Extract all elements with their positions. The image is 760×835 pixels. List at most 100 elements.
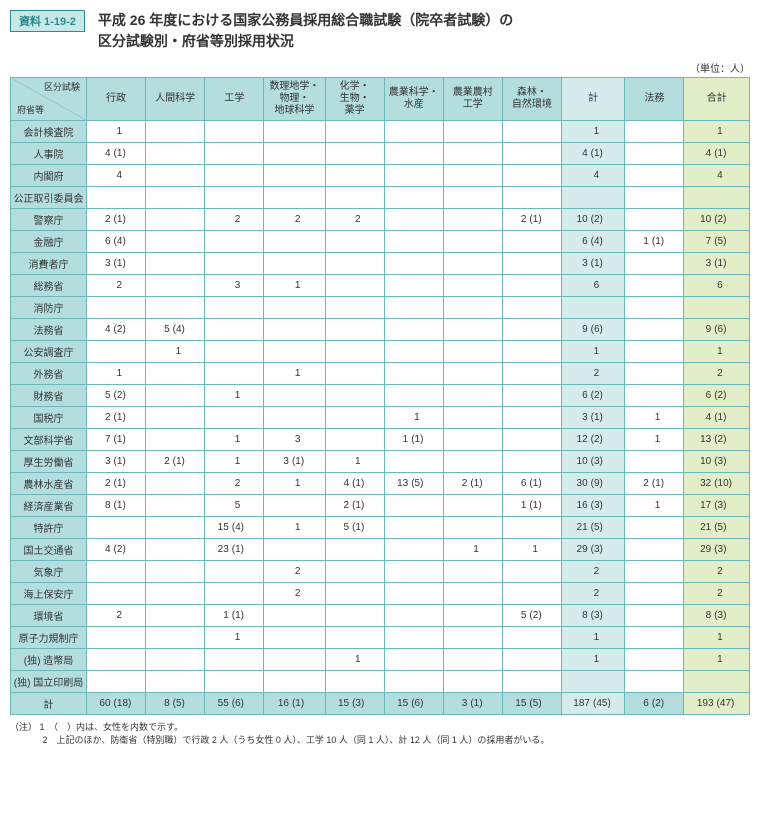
data-cell [443, 209, 502, 231]
data-cell: 6 [684, 275, 750, 297]
data-cell [502, 253, 561, 275]
table-row: 国税庁2(1)13(1)14(1) [11, 407, 750, 429]
data-cell: 3(1) [561, 407, 624, 429]
col-header: 化学・生物・薬学 [325, 78, 384, 121]
data-cell: 17(3) [684, 495, 750, 517]
data-cell: 2(1) [146, 451, 205, 473]
data-cell: 1 [561, 121, 624, 143]
data-cell [625, 517, 684, 539]
data-cell [325, 253, 384, 275]
data-cell [625, 275, 684, 297]
data-cell [325, 363, 384, 385]
data-cell: 29(3) [561, 539, 624, 561]
data-cell [443, 231, 502, 253]
data-cell: 1 [384, 407, 443, 429]
data-cell [146, 649, 205, 671]
data-cell [384, 209, 443, 231]
data-cell: 6(2) [561, 385, 624, 407]
data-cell [443, 407, 502, 429]
data-cell [625, 319, 684, 341]
data-cell: 7(1) [87, 429, 146, 451]
data-cell [325, 385, 384, 407]
table-row: 公安調査庁111 [11, 341, 750, 363]
data-cell: 8(1) [87, 495, 146, 517]
unit-label: （単位：人） [10, 60, 750, 75]
data-cell [502, 385, 561, 407]
data-cell: 6(4) [87, 231, 146, 253]
data-cell [205, 187, 264, 209]
title-line2: 区分試験別・府省等別採用状況 [98, 33, 294, 49]
data-cell [443, 121, 502, 143]
data-cell: 3(1) [684, 253, 750, 275]
col-header: 森林・自然環境 [502, 78, 561, 121]
data-cell [205, 583, 264, 605]
data-cell [146, 429, 205, 451]
data-cell: 3(1) [87, 451, 146, 473]
col-header: 合計 [684, 78, 750, 121]
data-cell [502, 165, 561, 187]
data-cell [443, 143, 502, 165]
data-cell: 5(4) [146, 319, 205, 341]
data-cell [205, 297, 264, 319]
data-cell [384, 253, 443, 275]
data-cell [325, 429, 384, 451]
data-cell: 1 [87, 121, 146, 143]
data-cell [384, 165, 443, 187]
data-cell [443, 385, 502, 407]
data-cell [146, 671, 205, 693]
row-header: 財務省 [11, 385, 87, 407]
data-cell: 2 [264, 209, 325, 231]
data-cell: 2(1) [625, 473, 684, 495]
data-cell [443, 671, 502, 693]
data-cell [443, 649, 502, 671]
total-cell: 3(1) [443, 693, 502, 715]
data-cell [384, 451, 443, 473]
data-cell: 5 [205, 495, 264, 517]
row-header: 国税庁 [11, 407, 87, 429]
data-cell [625, 671, 684, 693]
data-cell: 4 [561, 165, 624, 187]
data-cell [325, 539, 384, 561]
data-cell: 2(1) [325, 495, 384, 517]
data-cell [625, 121, 684, 143]
header-row: 区分試験 府省等 行政人間科学工学数理地学・物理・地球科学化学・生物・薬学農業科… [11, 78, 750, 121]
data-cell: 4(1) [684, 143, 750, 165]
data-cell: 1(1) [384, 429, 443, 451]
data-cell [502, 649, 561, 671]
data-cell [625, 165, 684, 187]
data-cell: 7(5) [684, 231, 750, 253]
data-cell: 1 [325, 649, 384, 671]
data-cell [146, 605, 205, 627]
table-row: 原子力規制庁111 [11, 627, 750, 649]
data-cell [384, 627, 443, 649]
data-cell [384, 363, 443, 385]
row-header: 警察庁 [11, 209, 87, 231]
data-cell: 1 [684, 627, 750, 649]
data-cell [502, 561, 561, 583]
data-cell: 1 [87, 363, 146, 385]
data-cell: 13(2) [684, 429, 750, 451]
table-row: 金融庁6(4)6(4)1(1)7(5) [11, 231, 750, 253]
note-1: 1 （ ）内は、女性を内数で示す。 [40, 722, 184, 732]
data-cell: 2 [87, 275, 146, 297]
data-cell: 9(6) [684, 319, 750, 341]
data-cell [502, 319, 561, 341]
data-cell [325, 583, 384, 605]
footnotes: （注） 1 （ ）内は、女性を内数で示す。 2 上記のほか、防衛省（特別職）で行… [10, 721, 750, 746]
data-cell [502, 671, 561, 693]
row-header: 内閣府 [11, 165, 87, 187]
data-cell [384, 341, 443, 363]
data-cell: 6 [561, 275, 624, 297]
data-cell [625, 561, 684, 583]
header: 資料 1-19-2 平成 26 年度における国家公務員採用総合職試験（院卒者試験… [10, 10, 750, 52]
data-cell: 21(5) [561, 517, 624, 539]
col-header: 農業農村工学 [443, 78, 502, 121]
data-cell [625, 385, 684, 407]
data-cell [325, 561, 384, 583]
data-cell [146, 473, 205, 495]
data-cell: 1 [561, 649, 624, 671]
doc-title: 平成 26 年度における国家公務員採用総合職試験（院卒者試験）の 区分試験別・府… [98, 10, 513, 52]
row-header: 消防庁 [11, 297, 87, 319]
row-header: (独) 国立印刷局 [11, 671, 87, 693]
data-cell [264, 341, 325, 363]
